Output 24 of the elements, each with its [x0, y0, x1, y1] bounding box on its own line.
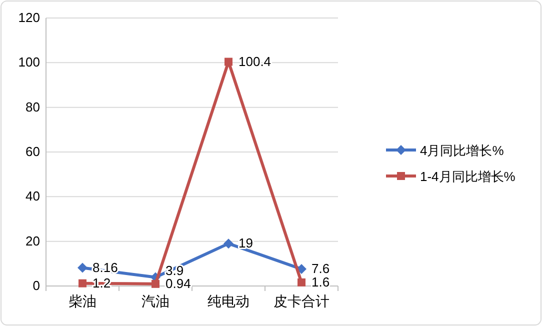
y-tick-label: 120	[18, 10, 40, 25]
data-label: 7.6	[312, 261, 330, 276]
point	[78, 262, 88, 273]
point	[78, 279, 86, 288]
y-tick-label: 60	[26, 144, 40, 159]
x-tick-label: 皮卡合计	[274, 293, 330, 309]
data-label: 0.94	[166, 276, 191, 291]
point	[224, 238, 234, 249]
y-tick-label: 40	[26, 188, 40, 204]
data-label: 100.4	[238, 54, 272, 69]
legend-label: 1-4月同比增长%	[420, 169, 516, 184]
y-tick-label: 80	[26, 99, 40, 114]
point	[224, 58, 232, 66]
data-label: 19	[238, 236, 253, 251]
y-tick-label: 100	[18, 54, 40, 70]
data-label: 1.6	[312, 274, 330, 290]
y-tick-label: 20	[26, 233, 40, 248]
y-tick-label: 0	[32, 278, 40, 293]
legend-label: 4月同比增长%	[420, 143, 504, 158]
x-tick-label: 汽油	[142, 293, 170, 309]
point	[298, 278, 306, 286]
x-tick-label: 纯电动	[208, 293, 250, 309]
x-tick-label: 柴油	[68, 293, 96, 309]
point	[152, 280, 160, 288]
